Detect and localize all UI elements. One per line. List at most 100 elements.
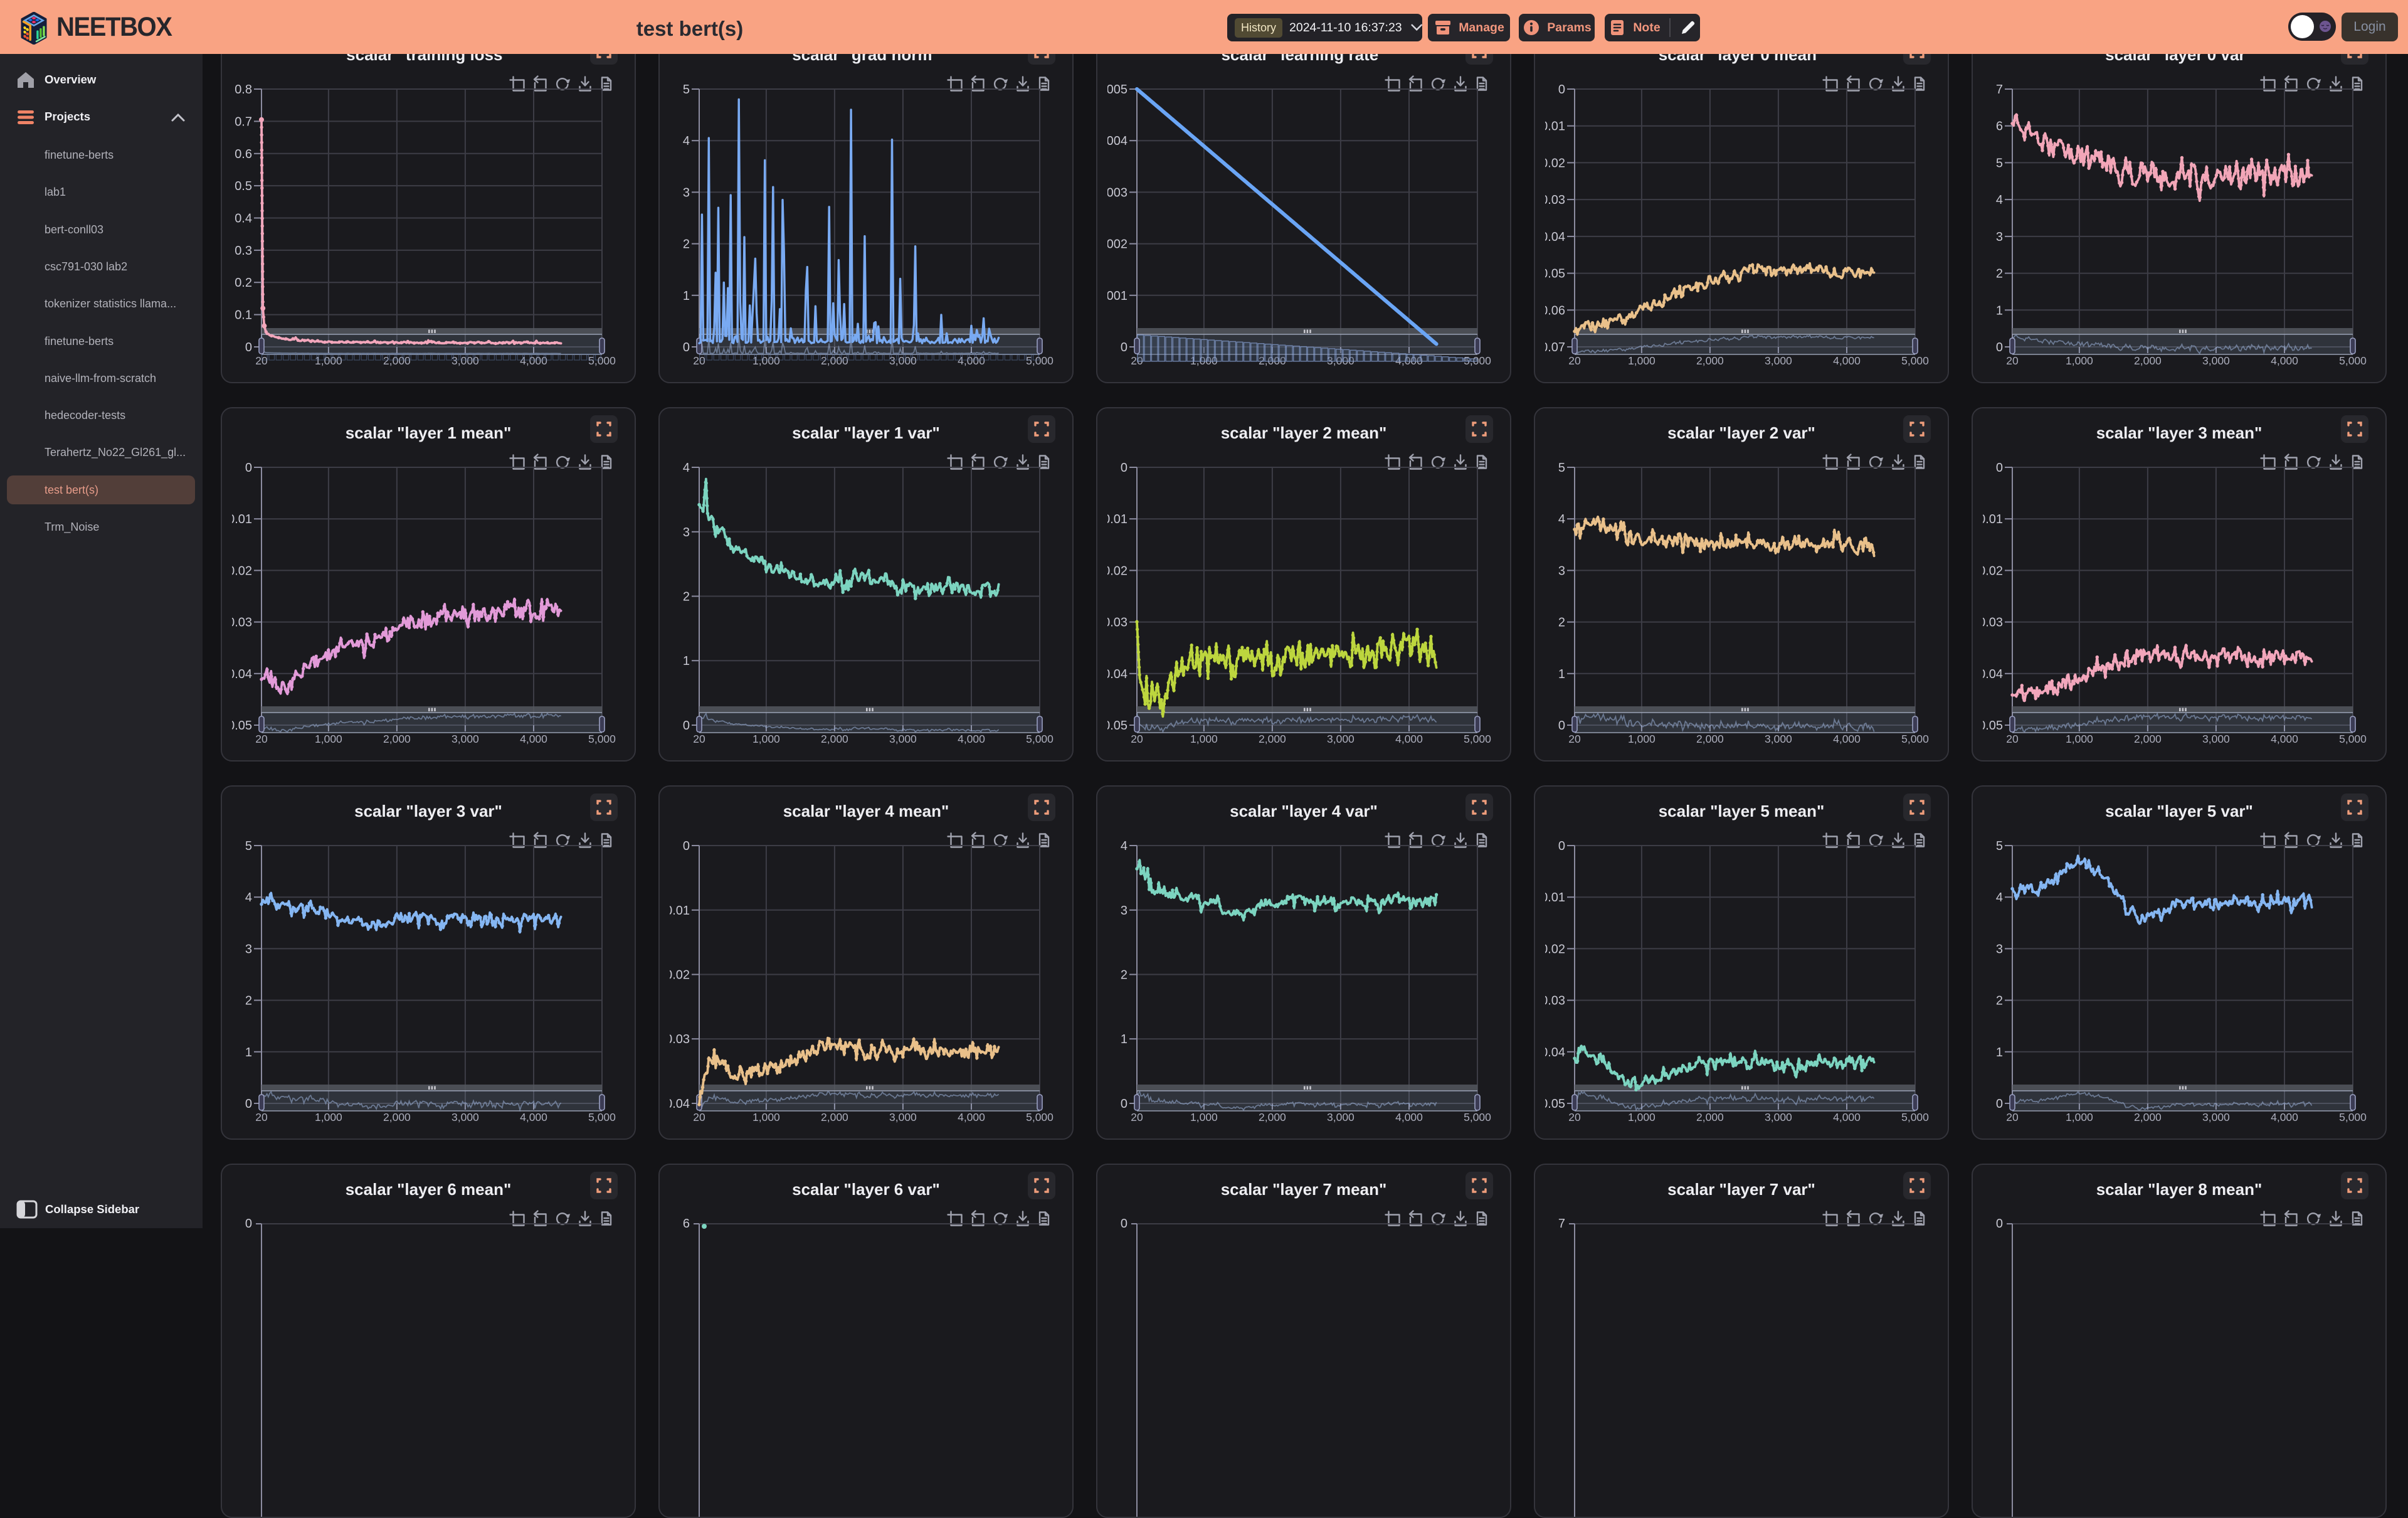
svg-text:5: 5 xyxy=(1996,156,2003,170)
svg-text:0.8: 0.8 xyxy=(235,83,252,97)
svg-text:0: 0 xyxy=(245,461,252,475)
svg-text:0: 0 xyxy=(1121,461,1127,475)
svg-text:-0.06: -0.06 xyxy=(1536,304,1565,317)
svg-text:3,000: 3,000 xyxy=(889,1111,917,1123)
svg-text:4: 4 xyxy=(683,461,690,475)
svg-text:2,000: 2,000 xyxy=(1696,733,1724,745)
svg-text:2: 2 xyxy=(1121,969,1127,982)
svg-text:2: 2 xyxy=(1996,267,2003,281)
svg-text:0.004: 0.004 xyxy=(1096,134,1127,148)
svg-text:3,000: 3,000 xyxy=(1327,733,1354,745)
svg-text:3,000: 3,000 xyxy=(2202,733,2230,745)
svg-text:5: 5 xyxy=(683,83,690,97)
svg-text:20: 20 xyxy=(2006,354,2019,367)
svg-text:3,000: 3,000 xyxy=(1327,354,1354,367)
svg-text:20: 20 xyxy=(2006,1111,2019,1123)
svg-text:5,000: 5,000 xyxy=(588,354,616,367)
svg-text:scalar "layer 6 var": scalar "layer 6 var" xyxy=(792,1180,940,1199)
svg-text:20: 20 xyxy=(1568,733,1581,745)
svg-text:5,000: 5,000 xyxy=(1026,1111,1054,1123)
svg-text:-0.05: -0.05 xyxy=(1536,1097,1565,1111)
svg-text:5,000: 5,000 xyxy=(1464,354,1491,367)
svg-text:0.001: 0.001 xyxy=(1096,289,1127,303)
svg-text:2,000: 2,000 xyxy=(821,733,848,745)
svg-text:1,000: 1,000 xyxy=(1190,733,1218,745)
svg-text:2: 2 xyxy=(1558,616,1565,630)
svg-text:5,000: 5,000 xyxy=(1026,354,1054,367)
svg-text:-0.01: -0.01 xyxy=(1099,512,1127,526)
svg-text:-0.05: -0.05 xyxy=(1099,719,1127,733)
svg-text:0.2: 0.2 xyxy=(235,276,252,290)
svg-text:1: 1 xyxy=(683,654,690,668)
svg-text:-0.03: -0.03 xyxy=(1974,616,2003,630)
svg-text:6: 6 xyxy=(1996,120,2003,134)
svg-text:4,000: 4,000 xyxy=(1395,1111,1423,1123)
svg-text:3,000: 3,000 xyxy=(1765,1111,1792,1123)
svg-text:0.5: 0.5 xyxy=(235,179,252,193)
svg-text:20: 20 xyxy=(693,354,705,367)
svg-text:3,000: 3,000 xyxy=(889,733,917,745)
svg-text:0: 0 xyxy=(245,1097,252,1111)
svg-text:2,000: 2,000 xyxy=(2134,1111,2162,1123)
svg-text:0: 0 xyxy=(1996,1097,2003,1111)
svg-text:-0.04: -0.04 xyxy=(1974,667,2003,681)
svg-text:2,000: 2,000 xyxy=(1259,733,1286,745)
svg-text:3: 3 xyxy=(683,526,690,539)
svg-text:1,000: 1,000 xyxy=(2066,354,2093,367)
svg-text:-0.03: -0.03 xyxy=(1536,994,1565,1008)
svg-text:0.003: 0.003 xyxy=(1096,186,1127,199)
svg-text:0.1: 0.1 xyxy=(235,309,252,322)
svg-text:7: 7 xyxy=(1558,1217,1565,1231)
svg-text:3,000: 3,000 xyxy=(452,1111,479,1123)
svg-text:20: 20 xyxy=(1568,354,1581,367)
svg-text:scalar "layer 1 var": scalar "layer 1 var" xyxy=(792,423,940,442)
svg-text:0.7: 0.7 xyxy=(235,115,252,129)
svg-text:7: 7 xyxy=(1996,83,2003,97)
svg-text:2,000: 2,000 xyxy=(1696,1111,1724,1123)
svg-text:20: 20 xyxy=(2006,733,2019,745)
svg-text:2,000: 2,000 xyxy=(1259,1111,1286,1123)
svg-text:5,000: 5,000 xyxy=(2339,1111,2367,1123)
svg-text:scalar "layer 5 var": scalar "layer 5 var" xyxy=(2105,802,2253,820)
svg-text:-0.04: -0.04 xyxy=(1536,1046,1565,1059)
svg-text:20: 20 xyxy=(255,733,268,745)
svg-text:4,000: 4,000 xyxy=(520,1111,547,1123)
svg-text:5,000: 5,000 xyxy=(2339,733,2367,745)
svg-text:4,000: 4,000 xyxy=(520,733,547,745)
svg-text:1,000: 1,000 xyxy=(1628,354,1656,367)
svg-text:20: 20 xyxy=(693,733,705,745)
svg-text:-0.07: -0.07 xyxy=(1536,341,1565,354)
svg-text:-0.04: -0.04 xyxy=(661,1097,690,1111)
svg-text:1: 1 xyxy=(1558,667,1565,681)
svg-text:scalar "layer 3 var": scalar "layer 3 var" xyxy=(354,802,502,820)
svg-text:2,000: 2,000 xyxy=(2134,733,2162,745)
svg-text:-0.02: -0.02 xyxy=(1536,156,1565,170)
svg-text:-0.01: -0.01 xyxy=(223,512,252,526)
svg-text:0: 0 xyxy=(245,341,252,354)
svg-text:-0.02: -0.02 xyxy=(1536,942,1565,956)
svg-text:2,000: 2,000 xyxy=(383,733,411,745)
svg-text:1,000: 1,000 xyxy=(752,1111,780,1123)
svg-text:3,000: 3,000 xyxy=(452,354,479,367)
svg-text:20: 20 xyxy=(693,1111,705,1123)
svg-text:5,000: 5,000 xyxy=(1464,1111,1491,1123)
svg-text:scalar "layer 4 var": scalar "layer 4 var" xyxy=(1230,802,1378,820)
svg-text:1: 1 xyxy=(683,289,690,303)
svg-text:5,000: 5,000 xyxy=(588,733,616,745)
svg-text:-0.01: -0.01 xyxy=(1536,891,1565,905)
svg-text:-0.01: -0.01 xyxy=(1974,512,2003,526)
svg-text:1,000: 1,000 xyxy=(752,733,780,745)
svg-text:scalar "layer 1 mean": scalar "layer 1 mean" xyxy=(346,423,512,442)
svg-text:0.4: 0.4 xyxy=(235,212,252,226)
svg-text:scalar "layer 7 var": scalar "layer 7 var" xyxy=(1667,1180,1815,1199)
svg-text:4,000: 4,000 xyxy=(958,354,985,367)
svg-text:3: 3 xyxy=(683,186,690,199)
svg-text:scalar "layer 6 mean": scalar "layer 6 mean" xyxy=(346,1180,512,1199)
svg-text:0.005: 0.005 xyxy=(1096,83,1127,97)
svg-text:0: 0 xyxy=(1558,83,1565,97)
svg-text:20: 20 xyxy=(1131,733,1143,745)
svg-text:0.3: 0.3 xyxy=(235,244,252,258)
svg-text:1,000: 1,000 xyxy=(315,354,342,367)
svg-text:4,000: 4,000 xyxy=(958,1111,985,1123)
svg-text:4: 4 xyxy=(1558,512,1565,526)
